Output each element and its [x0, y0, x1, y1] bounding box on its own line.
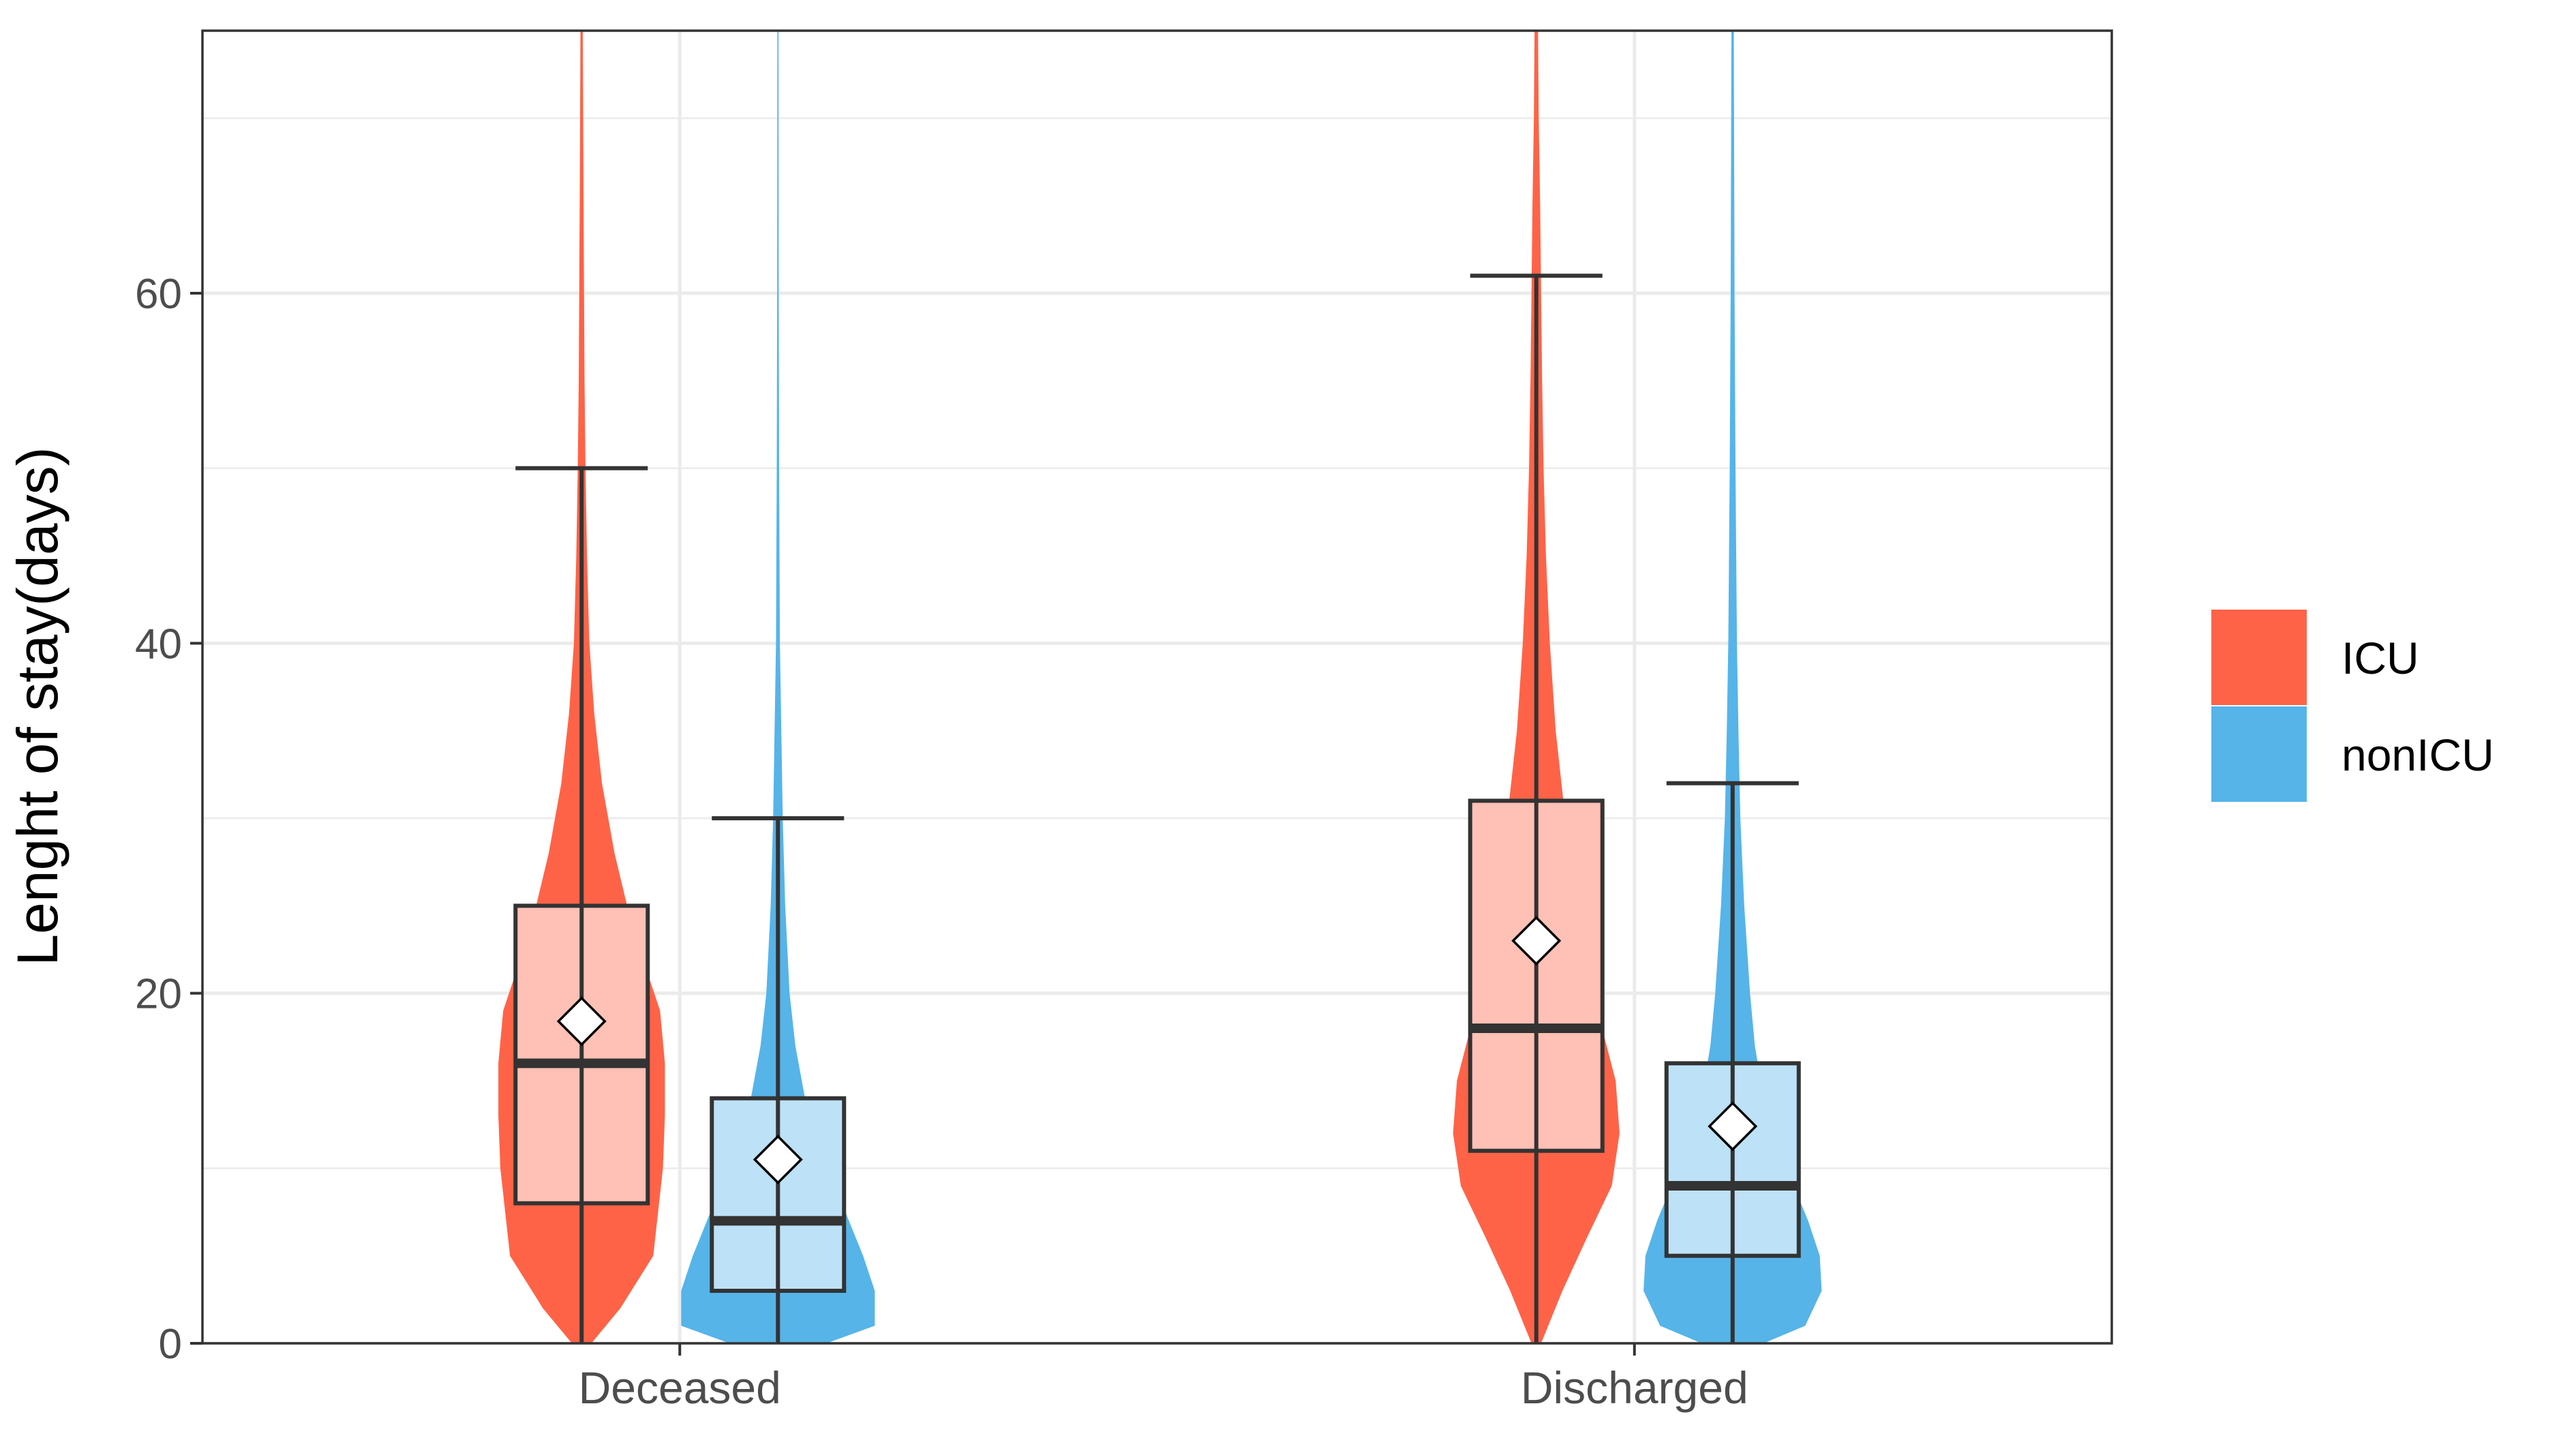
y-tick-label: 40	[135, 621, 182, 668]
x-tick-label: Discharged	[1521, 1362, 1748, 1413]
panel-border	[201, 29, 2113, 1345]
y-tick-label: 0	[159, 1321, 182, 1368]
y-axis-title: Lenght of stay(days)	[5, 447, 70, 966]
legend: ICU nonICU	[2210, 608, 2494, 803]
mean-marker-ICU-Discharged	[1511, 916, 1562, 966]
x-tick-label: Deceased	[579, 1362, 781, 1413]
legend-key-nonICU	[2210, 705, 2308, 803]
y-tick-label: 20	[135, 971, 182, 1018]
y-tick-label: 60	[135, 271, 182, 318]
mean-marker-ICU-Deceased	[556, 996, 607, 1047]
x-axis: Deceased Discharged	[579, 1343, 1748, 1413]
mean-marker-nonICU-Deceased	[753, 1135, 803, 1184]
legend-label-nonICU: nonICU	[2342, 730, 2494, 780]
boxplots	[513, 273, 1801, 1343]
legend-key-ICU	[2210, 608, 2308, 706]
violin-nonICU-Deceased	[681, 31, 875, 1343]
legend-label-ICU: ICU	[2342, 633, 2419, 683]
violin-nonICU-Discharged	[1643, 31, 1822, 1343]
mean-marker-nonICU-Discharged	[1708, 1101, 1758, 1152]
y-axis: 0 20 40 60	[135, 271, 202, 1368]
